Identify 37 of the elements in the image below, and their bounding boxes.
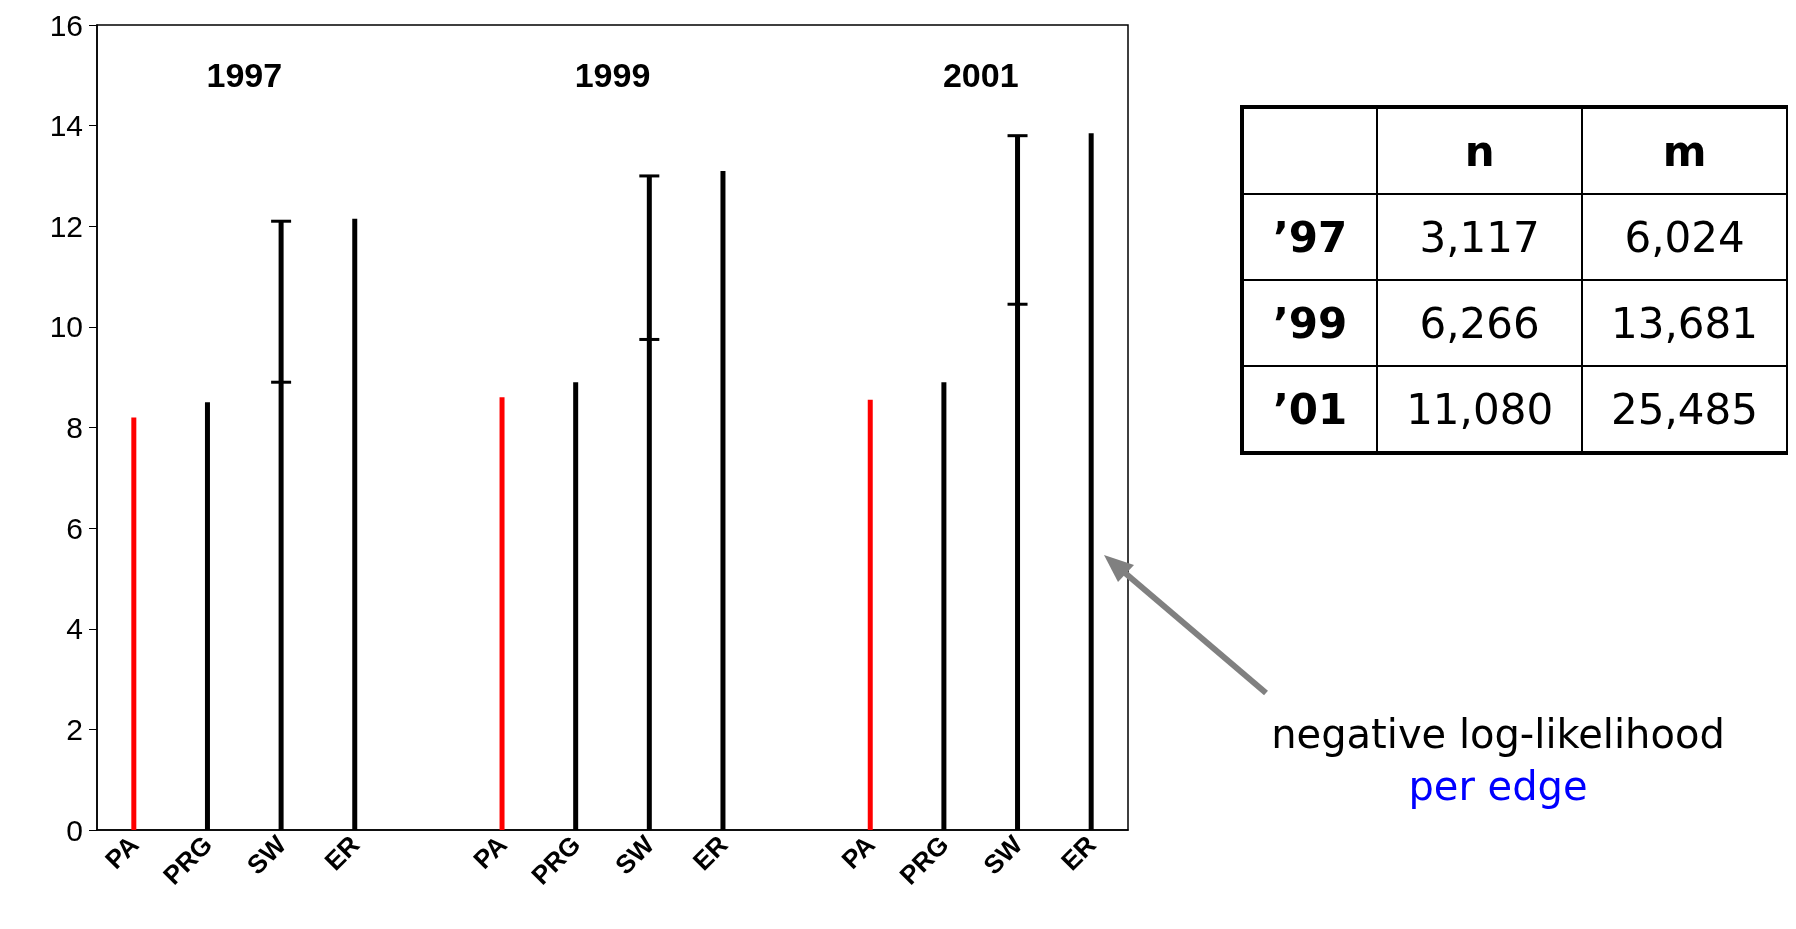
x-tick-label: SW: [609, 829, 661, 881]
category-label: m: [1582, 107, 1787, 194]
bar: [499, 397, 505, 830]
y-tick-label: 12: [49, 209, 83, 243]
category-label: ’01: [1272, 384, 1348, 434]
annotation: 1997: [206, 56, 283, 94]
x-tick-label: PA: [835, 829, 882, 875]
text: 11,080: [1406, 384, 1554, 434]
y-tick-label: 14: [49, 109, 83, 143]
y-tick-label: 2: [66, 712, 83, 746]
bar: [867, 399, 873, 830]
x-tick-label: PA: [99, 829, 145, 875]
text: negative log-likelihood: [1270, 710, 1726, 759]
text: 6,266: [1419, 298, 1540, 348]
y-tick-label: 0: [66, 813, 83, 847]
x-tick-label: PA: [467, 829, 513, 875]
x-tick-label: SW: [977, 829, 1029, 881]
x-tick-label: ER: [318, 829, 366, 877]
text: 3,117: [1419, 212, 1540, 262]
y-tick-label: 10: [49, 310, 83, 344]
y-tick-label: 4: [66, 612, 83, 646]
y-tick-label: 16: [49, 8, 83, 42]
category-label: ’99: [1272, 298, 1348, 348]
y-tick-label: 6: [66, 511, 83, 545]
x-tick-label: ER: [1055, 829, 1102, 877]
category-label: n: [1377, 107, 1583, 194]
annotation: 2001: [942, 56, 1019, 94]
text: 6,024: [1624, 212, 1745, 262]
bar: [131, 417, 137, 830]
x-tick-label: SW: [240, 829, 293, 881]
y-tick-label: 8: [66, 411, 83, 444]
text: 25,485: [1611, 384, 1759, 434]
category-label: ’97: [1272, 212, 1348, 262]
annotation: 1999: [574, 56, 651, 94]
text: 13,681: [1611, 298, 1759, 348]
text: per edge: [1407, 762, 1589, 811]
x-tick-label: ER: [686, 829, 734, 877]
